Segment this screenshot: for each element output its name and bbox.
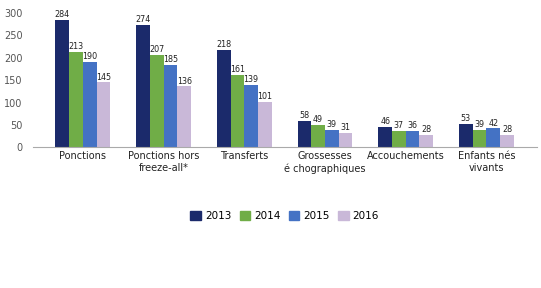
Bar	[339, 133, 353, 147]
Text: 37: 37	[394, 121, 404, 130]
Bar	[55, 20, 69, 147]
Text: 53: 53	[461, 114, 471, 123]
Bar	[298, 121, 311, 147]
Text: 28: 28	[421, 125, 431, 134]
Text: 190: 190	[82, 52, 97, 61]
Bar	[217, 50, 230, 147]
Text: 42: 42	[489, 119, 498, 128]
Legend: 2013, 2014, 2015, 2016: 2013, 2014, 2015, 2016	[186, 207, 383, 225]
Text: 31: 31	[341, 124, 351, 132]
Bar	[392, 131, 406, 147]
Bar	[245, 85, 258, 147]
Text: 185: 185	[163, 55, 178, 64]
Bar	[230, 75, 245, 147]
Bar	[83, 62, 97, 147]
Bar	[419, 135, 433, 147]
Text: 136: 136	[177, 77, 192, 86]
Bar	[311, 125, 325, 147]
Text: 101: 101	[258, 92, 273, 101]
Text: 161: 161	[230, 65, 245, 74]
Bar	[136, 25, 150, 147]
Bar	[258, 102, 272, 147]
Text: 274: 274	[135, 15, 150, 24]
Text: 218: 218	[216, 40, 232, 49]
Text: 39: 39	[474, 120, 485, 129]
Bar	[486, 128, 500, 147]
Bar	[473, 130, 486, 147]
Text: 28: 28	[502, 125, 512, 134]
Text: 49: 49	[313, 115, 323, 124]
Bar	[97, 82, 110, 147]
Text: 207: 207	[149, 45, 164, 54]
Bar	[459, 124, 473, 147]
Text: 36: 36	[407, 121, 418, 130]
Bar	[163, 65, 177, 147]
Bar	[325, 130, 339, 147]
Text: 213: 213	[69, 42, 83, 51]
Bar	[406, 131, 419, 147]
Bar	[177, 86, 191, 147]
Text: 58: 58	[299, 111, 309, 120]
Bar	[378, 127, 392, 147]
Text: 139: 139	[243, 75, 259, 84]
Bar	[150, 55, 163, 147]
Text: 39: 39	[327, 120, 337, 129]
Text: 284: 284	[55, 10, 70, 19]
Text: 145: 145	[96, 73, 111, 82]
Text: 46: 46	[380, 117, 390, 126]
Bar	[500, 135, 514, 147]
Bar	[69, 52, 83, 147]
